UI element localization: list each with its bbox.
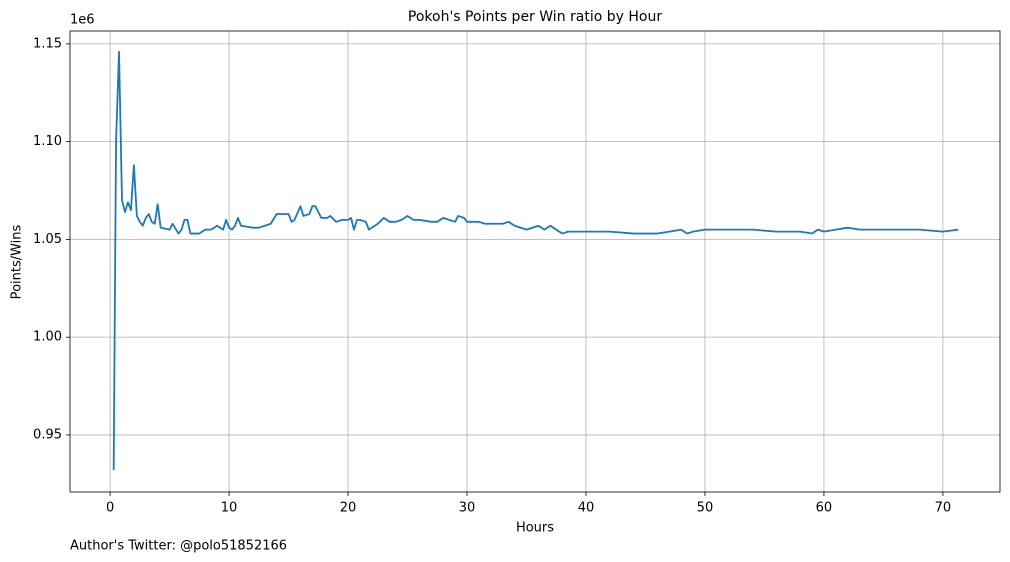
x-tick-label: 30: [459, 501, 476, 516]
plot-frame: [69, 30, 1001, 493]
x-tick-label: 10: [221, 501, 238, 516]
x-tick-label: 70: [935, 501, 952, 516]
y-axis-label: Points/Wins: [10, 224, 25, 299]
x-tick-label: 20: [340, 501, 357, 516]
line-series: [112, 50, 959, 471]
y-tick-label: 1.15: [33, 36, 62, 51]
x-tick-label: 40: [578, 501, 595, 516]
x-axis-label: Hours: [516, 521, 554, 536]
y-offset-label: 1e6: [70, 13, 95, 28]
y-tick-label: 0.95: [33, 427, 62, 442]
footnote: Author's Twitter: @polo51852166: [70, 539, 287, 554]
x-tick-label: 0: [106, 501, 114, 516]
chart-title: Pokoh's Points per Win ratio by Hour: [408, 9, 662, 25]
x-tick-label: 60: [816, 501, 833, 516]
y-tick-label: 1.10: [33, 134, 62, 149]
x-tick-label: 50: [697, 501, 714, 516]
y-tick-label: 1.00: [33, 330, 62, 345]
y-tick-label: 1.05: [33, 232, 62, 247]
